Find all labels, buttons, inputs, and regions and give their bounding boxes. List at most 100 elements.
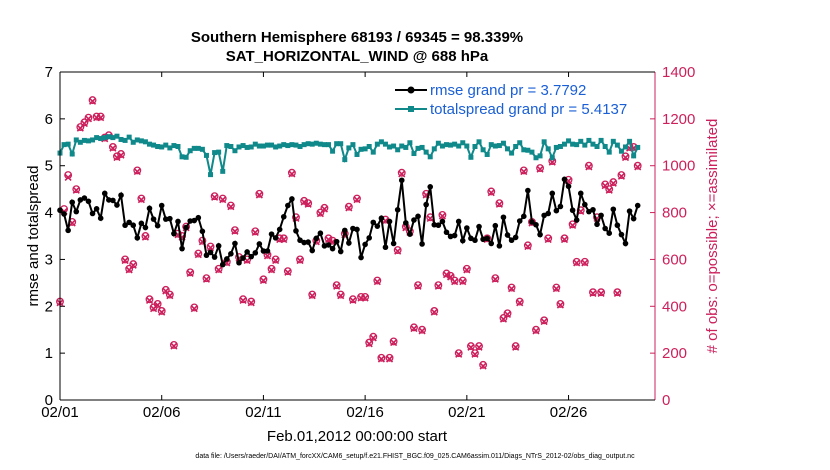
obs-possible-marker xyxy=(210,192,219,201)
obs-possible-marker xyxy=(540,316,549,325)
obs-possible-marker xyxy=(141,232,150,240)
obs-possible-marker xyxy=(572,257,581,266)
obs-possible-marker xyxy=(153,299,162,308)
obs-assimilated-marker xyxy=(137,196,145,204)
obs-possible-marker xyxy=(471,349,479,358)
obs-possible-marker xyxy=(239,295,248,304)
rmse-marker xyxy=(301,239,307,246)
legend-marker-spread xyxy=(408,106,414,112)
rmse-marker xyxy=(305,239,311,245)
totalspread-marker xyxy=(480,147,486,153)
obs-assimilated-marker xyxy=(410,324,418,333)
obs-assimilated-marker xyxy=(337,292,345,300)
totalspread-marker xyxy=(191,145,197,151)
rmse-marker xyxy=(537,231,543,238)
obs-assimilated-marker xyxy=(166,292,174,300)
obs-possible-marker xyxy=(336,290,345,299)
totalspread-marker xyxy=(81,137,87,143)
totalspread-marker xyxy=(224,143,230,149)
rmse-marker xyxy=(561,176,568,183)
totalspread-marker xyxy=(623,144,629,150)
obs-assimilated-marker xyxy=(442,271,451,279)
totalspread-marker xyxy=(517,140,523,146)
rmse-marker xyxy=(179,245,185,252)
obs-possible-marker xyxy=(430,307,439,315)
obs-possible-marker xyxy=(157,307,166,315)
totalspread-marker xyxy=(321,142,327,148)
obs-possible-marker xyxy=(601,180,610,189)
axes xyxy=(59,71,656,401)
totalspread-marker xyxy=(566,138,572,144)
totalspread-marker xyxy=(354,151,360,157)
obs-possible-marker xyxy=(487,187,496,196)
totalspread-marker xyxy=(387,144,393,150)
totalspread-marker xyxy=(472,144,478,150)
obs-possible-marker xyxy=(296,255,304,264)
rmse-marker xyxy=(215,243,222,249)
obs-possible-marker xyxy=(495,199,504,208)
rmse-marker xyxy=(167,215,173,222)
obs-assimilated-marker xyxy=(133,168,141,176)
obs-possible-marker xyxy=(190,303,199,312)
rmse-marker xyxy=(256,241,263,247)
obs-assimilated-marker xyxy=(158,308,166,316)
totalspread-marker xyxy=(500,140,506,146)
rmse-marker xyxy=(183,224,189,231)
rmse-marker xyxy=(362,241,368,248)
obs-possible-marker xyxy=(507,283,516,292)
totalspread-marker xyxy=(244,144,250,150)
obs-possible-marker xyxy=(414,281,422,290)
obs-assimilated-marker xyxy=(333,282,341,290)
obs-assimilated-marker xyxy=(215,266,223,274)
totalspread-marker xyxy=(366,144,372,150)
totalspread-marker xyxy=(346,145,352,151)
rmse-marker xyxy=(65,227,71,234)
rmse-marker xyxy=(313,235,320,242)
totalspread-marker xyxy=(269,142,275,148)
totalspread-marker xyxy=(94,135,100,141)
rmse-marker xyxy=(382,244,389,251)
totalspread-marker xyxy=(309,141,315,147)
totalspread-marker xyxy=(232,148,238,154)
obs-assimilated-marker xyxy=(609,179,617,187)
obs-possible-marker xyxy=(133,166,142,175)
obs-assimilated-marker xyxy=(414,282,422,290)
series-totalspread xyxy=(57,133,641,178)
totalspread-marker xyxy=(228,144,234,150)
obs-possible-marker xyxy=(532,325,540,334)
obs-assimilated-marker xyxy=(113,153,121,162)
obs-possible-marker xyxy=(523,241,532,250)
rmse-marker xyxy=(232,240,238,247)
rmse-marker xyxy=(118,192,124,199)
totalspread-marker xyxy=(395,147,401,153)
obs-possible-marker xyxy=(479,360,488,369)
totalspread-marker xyxy=(431,146,437,152)
rmse-marker xyxy=(455,218,462,225)
y-right-tick-label: 0 xyxy=(662,392,670,409)
obs-possible-marker xyxy=(377,353,386,362)
obs-assimilated-marker xyxy=(84,115,93,123)
obs-assimilated-marker xyxy=(479,362,487,370)
obs-assimilated-marker xyxy=(540,317,548,326)
totalspread-marker xyxy=(175,144,181,150)
obs-possible-marker xyxy=(544,234,553,243)
rmse-marker xyxy=(516,218,523,224)
totalspread-marker xyxy=(382,141,388,147)
obs-possible-marker xyxy=(536,164,545,173)
rmse-marker xyxy=(439,218,446,225)
obs-possible-marker xyxy=(613,288,622,297)
totalspread-marker xyxy=(236,144,242,150)
rmse-marker xyxy=(317,230,324,236)
rmse-marker xyxy=(297,237,303,244)
totalspread-marker xyxy=(505,146,511,152)
obs-possible-marker xyxy=(560,234,569,243)
totalspread-marker xyxy=(419,144,425,150)
obs-possible-marker xyxy=(491,274,500,283)
totalspread-marker xyxy=(492,143,498,149)
obs-assimilated-marker xyxy=(512,343,520,351)
obs-possible-marker xyxy=(202,274,211,283)
totalspread-marker xyxy=(220,168,226,174)
totalspread-marker xyxy=(208,172,214,178)
obs-assimilated-marker xyxy=(64,173,72,181)
totalspread-marker xyxy=(557,144,563,150)
